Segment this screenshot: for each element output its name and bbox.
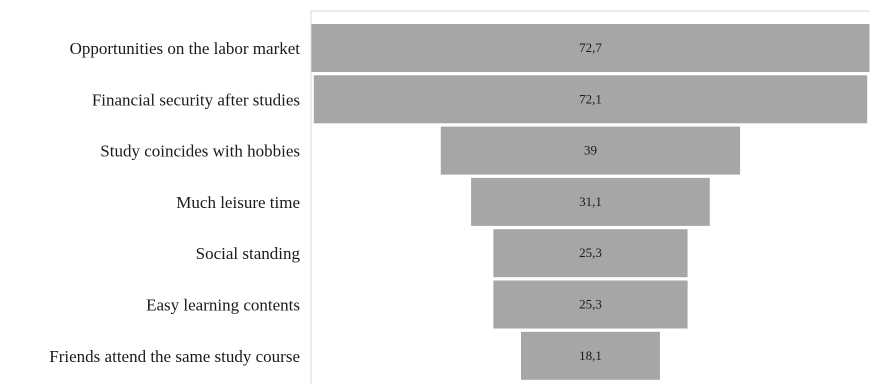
funnel-bar (471, 177, 710, 226)
category-label: Friends attend the same study course (49, 347, 300, 366)
category-label: Much leisure time (176, 193, 300, 212)
bar-value-label: 72,7 (579, 40, 602, 55)
funnel-bar (313, 75, 868, 124)
bar-group (311, 24, 870, 380)
category-label: Study coincides with hobbies (100, 142, 300, 161)
bar-value-label: 72,1 (579, 91, 602, 106)
funnel-bar (493, 229, 688, 278)
bar-value-label: 31,1 (579, 194, 602, 209)
category-label: Financial security after studies (92, 90, 300, 109)
category-label: Opportunities on the labor market (70, 39, 301, 58)
funnel-bar (521, 331, 660, 380)
label-group: 72,7 Opportunities on the labor market 72,… (49, 39, 602, 366)
category-label: Social standing (196, 244, 301, 263)
bar-value-label: 25,3 (579, 297, 602, 312)
funnel-bar (440, 126, 741, 175)
funnel-bar (311, 24, 870, 72)
category-label: Easy learning contents (146, 296, 300, 315)
bar-value-label: 25,3 (579, 245, 602, 260)
bar-value-label: 39 (584, 143, 597, 158)
funnel-bar (493, 280, 688, 329)
bar-value-label: 18,1 (579, 348, 602, 363)
